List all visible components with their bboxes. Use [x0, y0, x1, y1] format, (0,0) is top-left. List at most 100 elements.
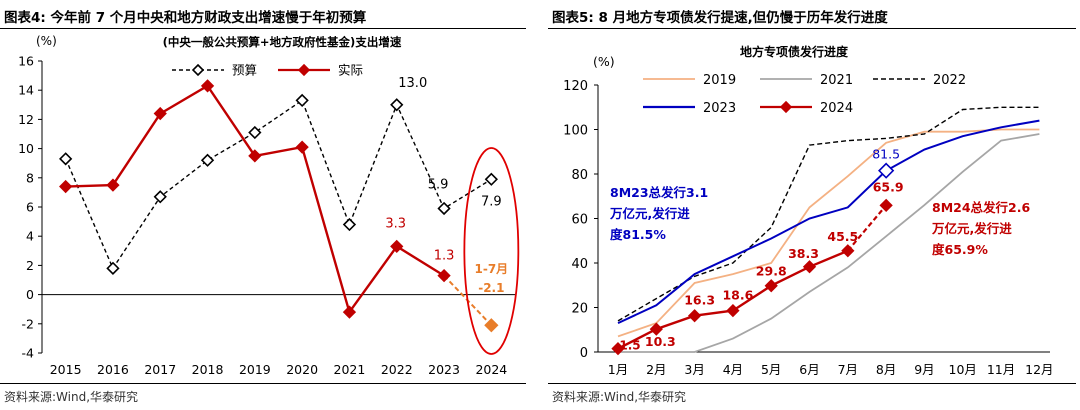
left-y-tick-label: 14 — [18, 83, 34, 98]
left-x-tick-label: 2016 — [97, 362, 129, 377]
left-actual-point — [295, 140, 309, 154]
right-source: 资料来源:Wind,华泰研究 — [552, 390, 687, 404]
right-series-2023-line — [617, 119, 1040, 325]
left-y-tick-label: 8 — [26, 170, 34, 185]
right-y-tick-label: 60 — [571, 213, 588, 228]
right-y-tick-label: 80 — [571, 168, 588, 183]
left-data-label: 13.0 — [398, 76, 427, 91]
right-x-tick-label: 6月 — [799, 362, 819, 377]
left-budget-point — [59, 152, 73, 166]
right-x-tick-label: 2月 — [646, 362, 666, 377]
right-legend-2022-label: 2022 — [933, 73, 966, 88]
left-x-tick-label: 2019 — [239, 362, 271, 377]
right-x-tick-label: 12月 — [1025, 362, 1053, 377]
right-source-rule — [548, 383, 1076, 384]
left-ytd-point — [484, 318, 499, 333]
right-x-tick-label: 1月 — [608, 362, 628, 377]
right-legend-2021-label: 2021 — [820, 73, 853, 88]
left-actual-point — [200, 79, 215, 93]
right-panel: 图表5: 8 月地方专项债发行提速,但仍慢于历年发行进度 地方专项债发行进度 (%… — [548, 0, 1080, 410]
left-panel: 图表4: 今年前 7 个月中央和地方财政支出增速慢于年初预算 (%) (中央一般公… — [0, 0, 530, 410]
left-budget-point — [106, 261, 120, 275]
left-y-tick-label: 16 — [18, 54, 34, 69]
left-budget-point — [200, 153, 215, 167]
right-2024-point — [764, 279, 778, 293]
right-y-tick-label: 120 — [563, 79, 588, 94]
left-actual-point — [390, 239, 404, 254]
left-data-label: 7.9 — [481, 194, 502, 209]
right-2024-point — [841, 244, 855, 258]
right-x-tick-label: 9月 — [914, 362, 934, 377]
left-chart: (%) (中央一般公共预算+地方政府性基金)支出增速 -4 -2 0 2 4 6 8 10 12 14… — [18, 34, 520, 377]
right-2024-point-label: 45.5 — [827, 229, 858, 244]
left-x-tick-label: 2017 — [144, 362, 176, 377]
left-budget-point — [295, 93, 309, 108]
left-source: 资料来源:Wind,华泰研究 — [4, 390, 139, 404]
left-ytd-value-label: -2.1 — [478, 281, 504, 295]
left-legend-actual-marker — [297, 63, 311, 77]
left-x-tick-label: 2024 — [475, 362, 507, 377]
left-chart-title: (中央一般公共预算+地方政府性基金)支出增速 — [163, 35, 402, 49]
left-budget-point — [390, 98, 404, 112]
left-y-unit: (%) — [36, 34, 57, 48]
left-y-tick-label: 4 — [26, 229, 34, 244]
right-y-tick-label: 0 — [580, 346, 588, 361]
right-series-2021-line — [618, 133, 1040, 353]
left-legend-budget-marker — [191, 63, 205, 77]
left-series-actual-line — [65, 84, 445, 315]
right-title-rule — [548, 28, 1076, 29]
left-budget-point — [248, 125, 262, 140]
left-y-tick-label: -2 — [22, 316, 34, 331]
right-2024-point-label: 18.6 — [722, 288, 753, 303]
right-y-tick-label: 20 — [571, 302, 588, 317]
right-y-unit: (%) — [593, 54, 615, 69]
right-x-tick-label: 5月 — [761, 362, 781, 377]
right-2024-point — [802, 260, 817, 274]
right-chart-title: 地方专项债发行进度 — [740, 44, 849, 59]
left-x-tick-label: 2022 — [381, 362, 413, 377]
right-2024-point-label: 1.5 — [619, 339, 640, 353]
right-y-tick-label: 100 — [563, 124, 588, 139]
right-x-tick-label: 8月 — [876, 362, 896, 377]
right-x-tick-label: 7月 — [838, 362, 858, 377]
right-annotation-2024: 万亿元,发行进 — [931, 221, 1012, 236]
left-y-tick-label: 0 — [26, 287, 34, 302]
right-chart: 地方专项债发行进度 (%) 0 20 40 60 80 100 120 1月 2月 3月 4月 5月 6月 7… — [563, 44, 1053, 377]
right-2024-point-label: 16.3 — [684, 293, 715, 308]
left-actual-point — [437, 268, 451, 283]
left-budget-point — [153, 190, 167, 204]
left-x-tick-label: 2021 — [334, 362, 366, 377]
right-2024-point — [687, 309, 702, 323]
right-2024-point-label: 29.8 — [756, 264, 787, 279]
left-x-tick-label: 2023 — [428, 362, 460, 377]
right-2023-aug-marker — [878, 162, 895, 179]
right-legend-2023-label: 2023 — [703, 101, 736, 116]
left-actual-point — [248, 149, 262, 163]
left-ytd-label: 1-7月 — [475, 262, 509, 276]
right-annotation-2024: 度65.9% — [932, 242, 988, 257]
left-figure-title: 图表4: 今年前 7 个月中央和地方财政支出增速慢于年初预算 — [4, 10, 367, 26]
right-2024-point — [879, 198, 893, 213]
left-y-tick-label: -4 — [22, 346, 35, 361]
left-data-label: 5.9 — [428, 177, 449, 192]
right-2024-point-label: 38.3 — [788, 246, 819, 261]
left-data-label: 1.3 — [434, 249, 455, 264]
left-source-rule — [0, 383, 526, 384]
left-y-tick-label: 2 — [26, 258, 34, 273]
right-x-tick-label: 3月 — [684, 362, 704, 377]
right-figure-title: 图表5: 8 月地方专项债发行提速,但仍慢于历年发行进度 — [552, 10, 888, 26]
left-budget-point — [484, 172, 498, 186]
left-y-tick-label: 6 — [26, 200, 34, 215]
left-actual-point — [153, 106, 167, 121]
right-2024-point — [726, 303, 740, 318]
right-legend-2024-marker — [779, 100, 793, 114]
left-x-tick-label: 2018 — [192, 362, 224, 377]
right-2023-aug-label: 81.5 — [872, 147, 900, 162]
left-y-tick-label: 10 — [18, 141, 34, 156]
right-2024-point — [611, 342, 625, 356]
right-annotation-2023: 8M23总发行3.1 — [610, 185, 708, 200]
right-annotation-2023: 万亿元,发行进 — [609, 206, 690, 221]
left-y-tick-label: 12 — [18, 112, 34, 127]
left-actual-point — [342, 305, 357, 319]
left-budget-point — [437, 201, 451, 216]
